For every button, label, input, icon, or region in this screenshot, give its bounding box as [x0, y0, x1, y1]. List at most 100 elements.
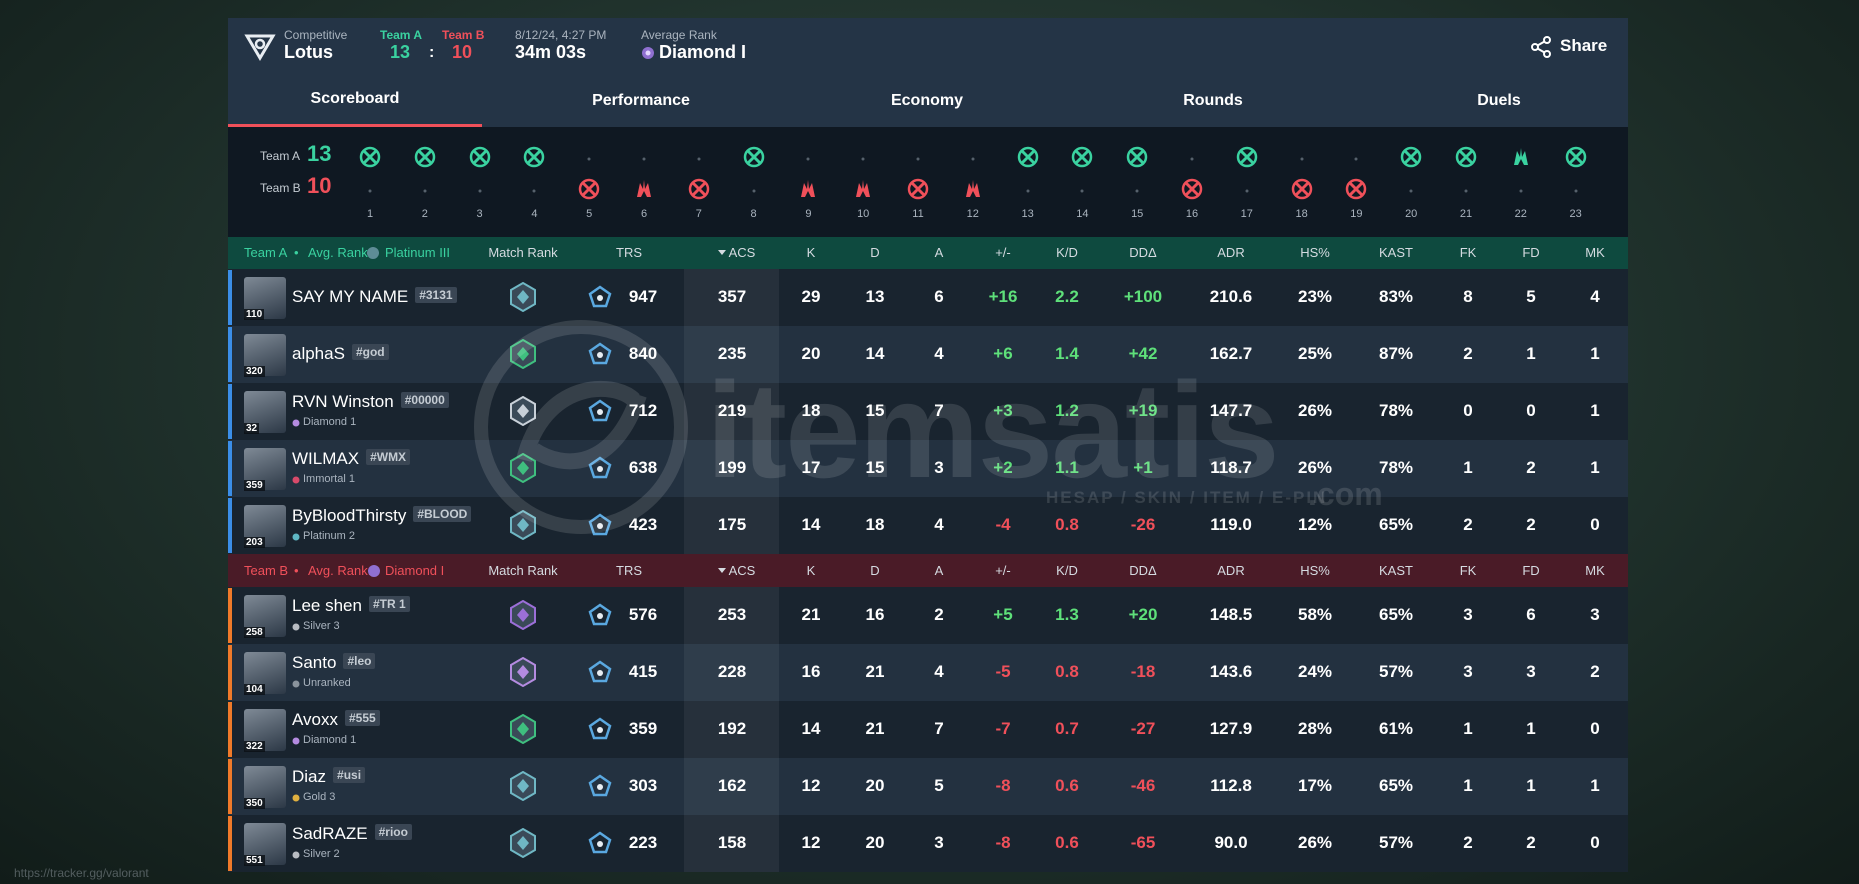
- column-header[interactable]: MK: [1585, 562, 1605, 578]
- round-loss-dot: [1574, 189, 1578, 193]
- column-header[interactable]: ADR: [1217, 562, 1245, 578]
- round-win-icon: [1565, 146, 1586, 168]
- column-header[interactable]: A: [934, 562, 944, 578]
- round-number: 18: [1295, 208, 1308, 220]
- column-header[interactable]: DDΔ: [1129, 245, 1157, 260]
- stat-ddd: +20: [1128, 605, 1158, 624]
- column-header[interactable]: KAST: [1379, 245, 1413, 260]
- stat-adr: 119.0: [1210, 515, 1252, 534]
- stat-acs: 158: [717, 833, 747, 852]
- player-row: 320 alphaS #god 840 235 20 14 4 +6 1.4 +42 162.7 25%…: [228, 326, 1628, 383]
- stat-d: 20: [865, 776, 885, 795]
- match-date: 8/12/24, 4:27 PM: [515, 28, 607, 42]
- stat-pm: +2: [993, 458, 1013, 477]
- column-header: Match Rank: [488, 562, 558, 578]
- stat-hs: 26%: [1297, 401, 1333, 420]
- column-header[interactable]: +/-: [995, 245, 1011, 260]
- player-rank: Immortal 1: [303, 473, 355, 485]
- tab[interactable]: Economy: [890, 92, 963, 109]
- column-header[interactable]: +/-: [995, 562, 1011, 578]
- column-header[interactable]: K/D: [1056, 562, 1078, 578]
- stat-fd: 0: [1526, 401, 1536, 420]
- round-number: 3: [476, 208, 483, 220]
- column-header[interactable]: TRS: [616, 562, 642, 578]
- column-header[interactable]: FK: [1459, 562, 1477, 578]
- stat-d: 21: [865, 719, 885, 738]
- round-loss-dot: [1026, 189, 1030, 193]
- acs-highlight: [684, 815, 779, 872]
- stat-a: 4: [934, 344, 944, 363]
- round-number: 10: [857, 208, 870, 220]
- column-header[interactable]: D: [870, 562, 880, 578]
- team-a-label: Team A: [260, 149, 301, 163]
- column-header[interactable]: A: [934, 245, 944, 260]
- stat-kd: 0.7: [1055, 719, 1079, 738]
- column-header[interactable]: D: [870, 245, 880, 260]
- tab[interactable]: Scoreboard: [310, 90, 400, 107]
- column-header[interactable]: TRS: [616, 245, 642, 260]
- round-number: 19: [1350, 208, 1363, 220]
- stat-fk: 3: [1463, 605, 1473, 624]
- stat-acs: 357: [717, 287, 747, 306]
- match-rank-icon: [510, 714, 536, 744]
- player-row: 32 RVN Winston #00000 Diamond 1 712 219 18 15 7 +…: [228, 383, 1628, 440]
- round-win-icon: [359, 146, 381, 168]
- round-number: 21: [1459, 208, 1473, 220]
- match-rank-icon: [510, 282, 536, 312]
- player-tag: #00000: [400, 392, 449, 408]
- acs-highlight: [684, 383, 779, 440]
- trs-icon: [588, 603, 612, 626]
- stat-fk: 1: [1463, 719, 1473, 738]
- stat-ddd: -18: [1130, 662, 1156, 681]
- column-header[interactable]: ACS: [728, 562, 756, 578]
- tab[interactable]: Performance: [592, 92, 690, 109]
- player-name: WILMAX: [292, 449, 360, 468]
- player-name: SadRAZE: [292, 824, 368, 843]
- stat-adr: 127.9: [1209, 719, 1253, 738]
- share-button[interactable]: Share: [1530, 32, 1620, 62]
- player-level: 104: [244, 684, 265, 695]
- trs-value: 415: [628, 662, 658, 681]
- column-header[interactable]: HS%: [1300, 245, 1330, 260]
- footer-url: https://tracker.gg/valorant: [14, 866, 149, 880]
- player-level: 322: [244, 741, 265, 752]
- stat-ddd: +1: [1133, 458, 1153, 477]
- column-header[interactable]: K: [806, 245, 816, 260]
- stat-acs: 175: [717, 515, 747, 534]
- stat-mk: 1: [1590, 401, 1600, 420]
- match-duration: 34m 03s: [515, 42, 587, 62]
- column-header[interactable]: KAST: [1379, 562, 1413, 578]
- column-header[interactable]: K: [806, 562, 816, 578]
- trs-value: 712: [628, 401, 658, 420]
- round-number: 7: [695, 208, 702, 220]
- stat-ddd: -46: [1130, 776, 1156, 795]
- column-header[interactable]: DDΔ: [1129, 562, 1157, 578]
- stat-ddd: +100: [1123, 287, 1163, 306]
- column-header[interactable]: FD: [1522, 245, 1540, 260]
- stat-pm: -8: [995, 776, 1011, 795]
- round-loss-dot: [1135, 189, 1139, 193]
- column-header[interactable]: MK: [1585, 245, 1605, 260]
- team-separator: •: [294, 245, 299, 260]
- player-name: Lee shen: [292, 596, 362, 615]
- round-win-icon: [1455, 146, 1477, 168]
- team-header-row: Team A • Avg. Rank: Platinum III Match Rank T…: [228, 237, 1628, 269]
- column-header[interactable]: FD: [1522, 562, 1540, 578]
- trs-icon: [588, 660, 612, 683]
- column-header[interactable]: ACS: [728, 245, 756, 260]
- column-header[interactable]: HS%: [1300, 562, 1330, 578]
- tab[interactable]: Duels: [1477, 92, 1521, 109]
- stat-kast: 61%: [1378, 719, 1414, 738]
- stat-hs: 17%: [1297, 776, 1333, 795]
- round-loss-dot: [916, 157, 920, 161]
- trs-icon: [588, 513, 612, 536]
- trs-value: 359: [628, 719, 658, 738]
- column-header[interactable]: ADR: [1217, 245, 1245, 260]
- column-header[interactable]: FK: [1459, 245, 1477, 260]
- tab[interactable]: Rounds: [1183, 92, 1243, 109]
- acs-highlight: [684, 758, 779, 815]
- sort-caret: [718, 250, 726, 255]
- column-header[interactable]: K/D: [1056, 245, 1078, 260]
- stat-a: 7: [934, 401, 944, 420]
- active-tab-underline: [228, 124, 482, 127]
